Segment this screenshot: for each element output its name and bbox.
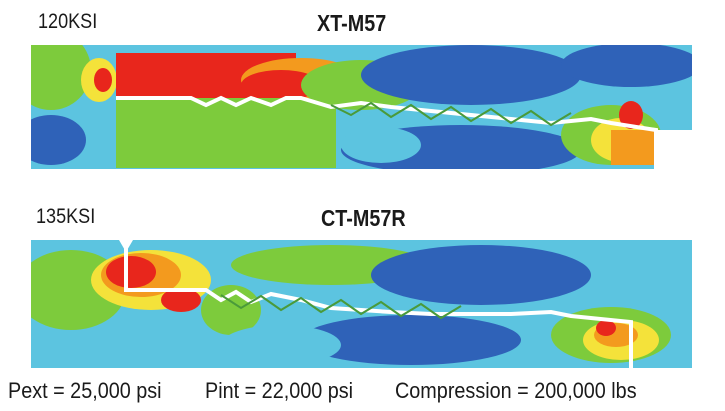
load-conditions-caption: Pext = 25,000 psi Pint = 22,000 psi Comp… <box>8 378 720 404</box>
panel-2-grade-label: 135KSI <box>36 205 96 228</box>
panel-1-stress-contour <box>31 45 692 169</box>
panel-1-model-label: XT-M57 <box>317 10 387 36</box>
panel-2-model-label: CT-M57R <box>321 205 406 231</box>
external-pressure-label: Pext = 25,000 psi <box>8 378 162 403</box>
panel-2-stress-contour <box>31 240 692 368</box>
compression-label: Compression = 200,000 lbs <box>395 378 637 403</box>
internal-pressure-label: Pint = 22,000 psi <box>204 378 353 403</box>
panel-1-grade-label: 120KSI <box>38 10 98 33</box>
